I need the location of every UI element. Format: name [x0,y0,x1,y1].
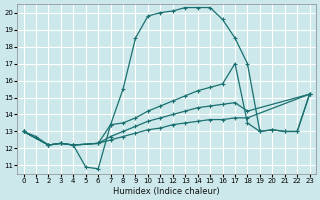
X-axis label: Humidex (Indice chaleur): Humidex (Indice chaleur) [113,187,220,196]
